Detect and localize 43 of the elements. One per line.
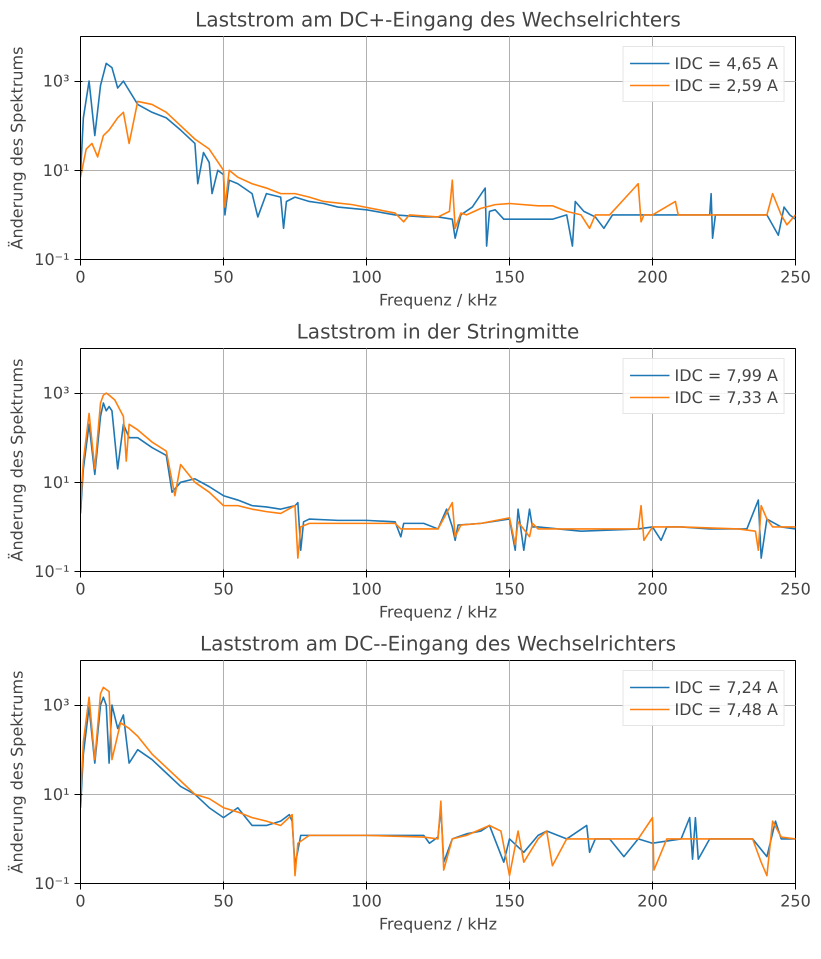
y-axis-title: Änderung des Spektrums — [7, 46, 26, 250]
x-tick-label: 250 — [780, 268, 811, 286]
x-tick-label: 0 — [75, 892, 86, 910]
y-tick-label: 10¹ — [42, 472, 70, 492]
x-tick-label: 150 — [494, 892, 525, 910]
legend-label: IDC = 7,33 A — [674, 388, 778, 406]
legend-label: IDC = 7,99 A — [674, 366, 778, 384]
x-axis-title: Frequenz / kHz — [378, 290, 498, 310]
legend-label: IDC = 4,65 A — [674, 54, 778, 72]
x-tick-label: 100 — [351, 580, 382, 598]
x-tick-label: 0 — [75, 580, 86, 598]
x-tick-label: 150 — [494, 268, 525, 286]
chart-title: Laststrom am DC+-Eingang des Wechselrichters — [195, 8, 681, 32]
y-tick-label: 10³ — [42, 696, 70, 715]
y-tick-label: 10³ — [42, 384, 70, 403]
legend-label: IDC = 7,24 A — [674, 678, 778, 696]
legend-label: IDC = 7,48 A — [674, 700, 778, 718]
x-tick-label: 50 — [213, 892, 234, 910]
y-tick-label: 10⁻¹ — [34, 250, 70, 269]
y-tick-label: 10¹ — [42, 160, 70, 180]
y-tick-label: 10¹ — [42, 784, 70, 804]
chart-title: Laststrom in der Stringmitte — [296, 320, 580, 344]
x-tick-label: 100 — [351, 892, 382, 910]
legend-label: IDC = 2,59 A — [674, 76, 778, 94]
x-tick-label: 0 — [75, 268, 86, 286]
x-tick-label: 200 — [637, 580, 668, 598]
chart-title: Laststrom am DC--Eingang des Wechselrichters — [200, 632, 676, 656]
x-tick-label: 50 — [213, 580, 234, 598]
y-tick-label: 10⁻¹ — [34, 874, 70, 893]
x-axis-title: Frequenz / kHz — [378, 914, 498, 934]
x-tick-label: 200 — [637, 892, 668, 910]
x-tick-label: 50 — [213, 268, 234, 286]
x-tick-label: 100 — [351, 268, 382, 286]
x-axis-title: Frequenz / kHz — [378, 602, 498, 622]
x-tick-label: 200 — [637, 268, 668, 286]
line-series — [80, 100, 796, 230]
y-tick-label: 10⁻¹ — [34, 562, 70, 581]
x-tick-label: 250 — [780, 580, 811, 598]
y-tick-label: 10³ — [42, 72, 70, 91]
x-tick-label: 150 — [494, 580, 525, 598]
y-axis-title: Änderung des Spektrums — [7, 358, 26, 562]
x-tick-label: 250 — [780, 892, 811, 910]
y-axis-title: Änderung des Spektrums — [7, 670, 26, 874]
